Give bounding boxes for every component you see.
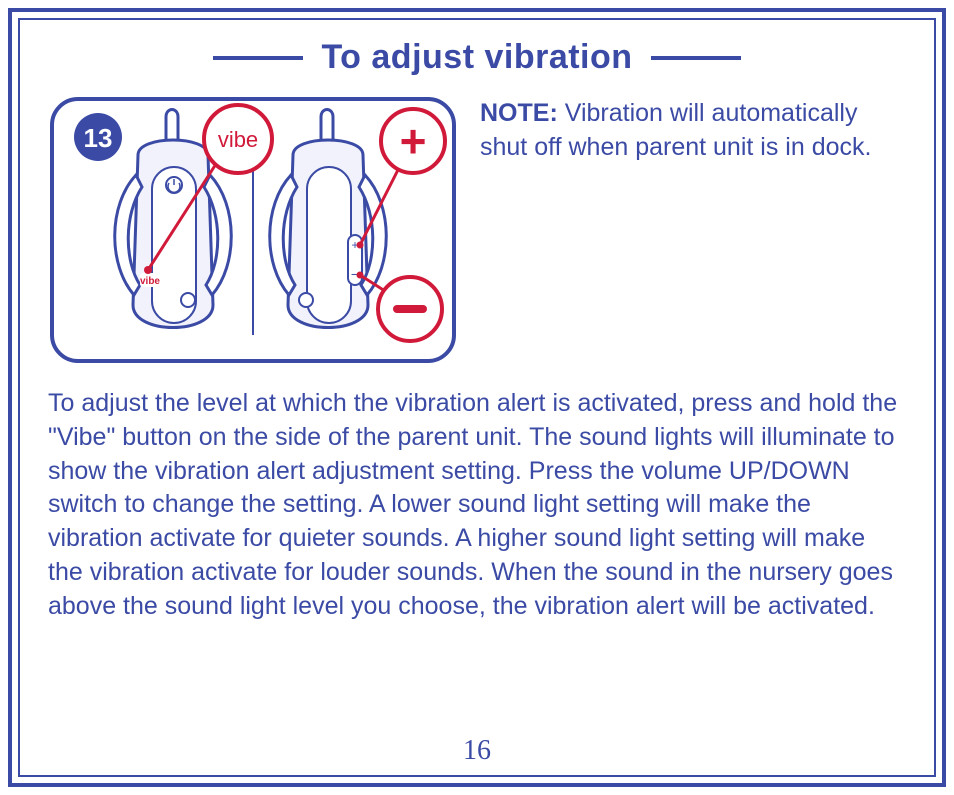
- instruction-body: To adjust the level at which the vibrati…: [48, 387, 906, 725]
- note-label: NOTE:: [480, 99, 558, 127]
- plus-callout-label: +: [400, 115, 427, 167]
- title-rule-left: [213, 56, 303, 60]
- page-number: 16: [48, 735, 906, 767]
- instruction-diagram: vibe: [48, 95, 458, 365]
- step-number: 13: [84, 123, 113, 153]
- manual-page: To adjust vibration: [0, 0, 954, 795]
- title-rule-right: [651, 56, 741, 60]
- note-block: NOTE: Vibration will automatically shut …: [480, 95, 906, 165]
- inner-border: To adjust vibration: [18, 18, 936, 777]
- section-title-row: To adjust vibration: [48, 38, 906, 77]
- outer-border: To adjust vibration: [8, 8, 946, 787]
- top-row: vibe: [48, 95, 906, 365]
- vibe-callout-label: vibe: [218, 127, 258, 152]
- vibe-button-label: vibe: [140, 276, 160, 287]
- section-title: To adjust vibration: [321, 38, 632, 77]
- minus-callout-glyph: [393, 305, 427, 313]
